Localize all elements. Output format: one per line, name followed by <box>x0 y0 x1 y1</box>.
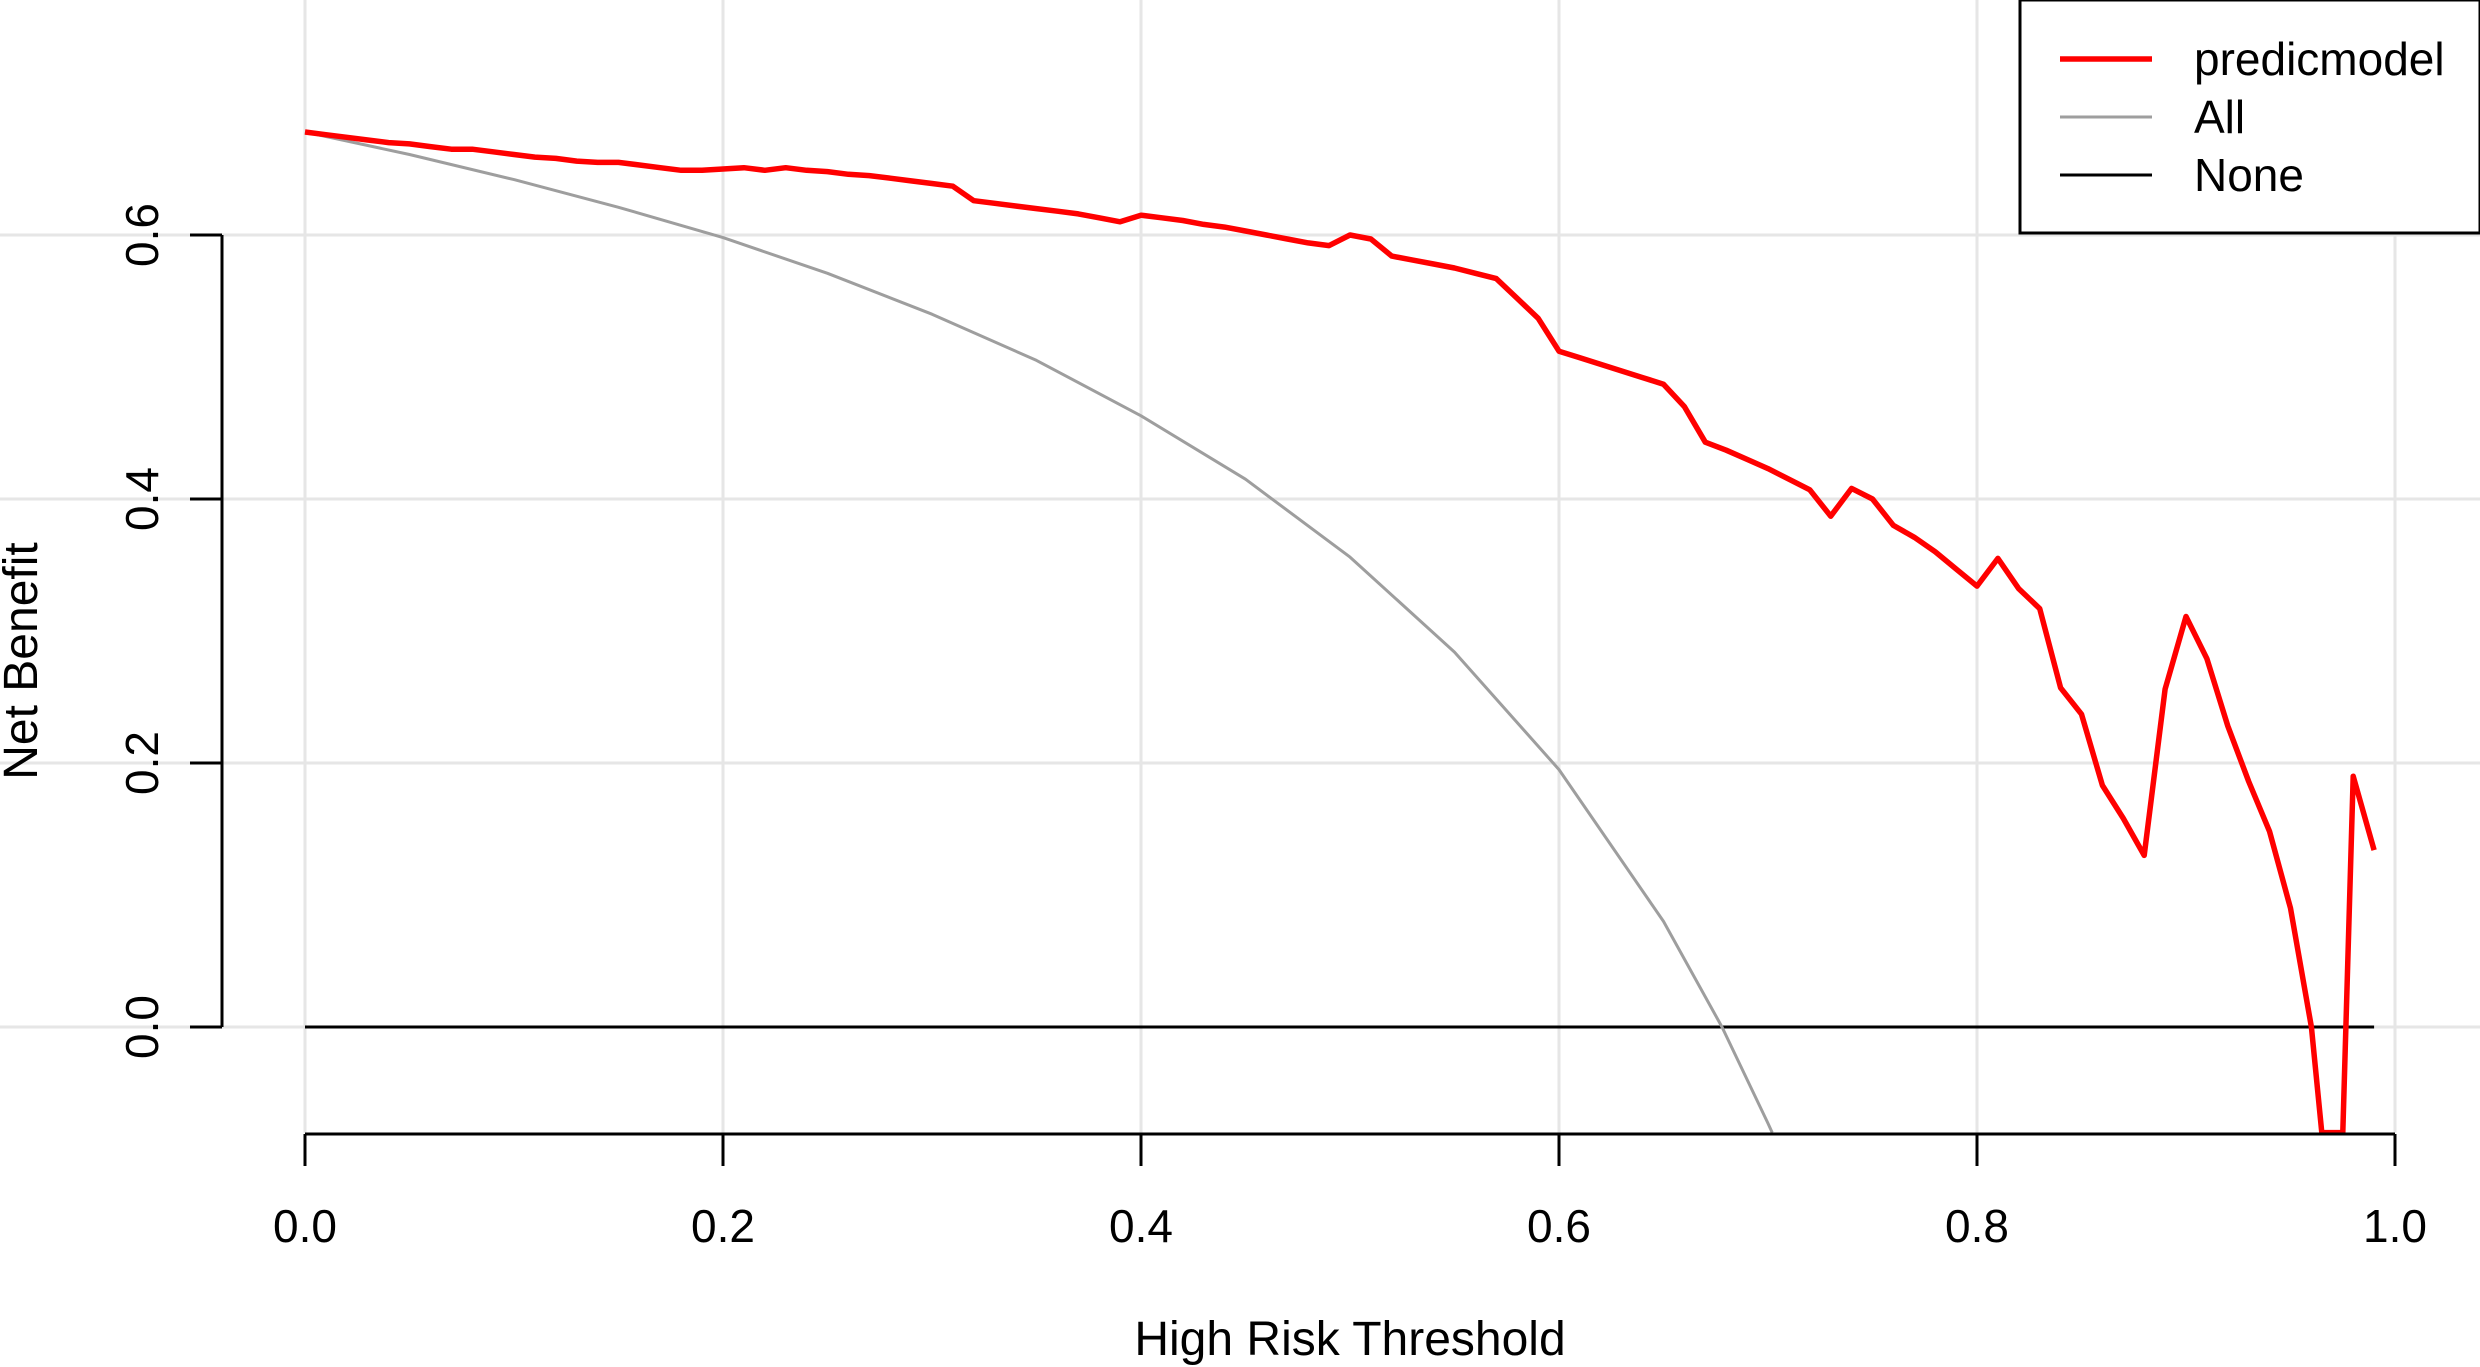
legend-label-all: All <box>2194 91 2245 143</box>
y-axis: 0.0 0.2 0.4 0.6 <box>116 203 224 1059</box>
y-axis-title: Net Benefit <box>0 542 48 779</box>
series-lines <box>304 129 2377 1136</box>
series-line-all <box>304 130 1774 1134</box>
x-tick-label: 0.0 <box>273 1200 337 1252</box>
legend: predicmodel All None <box>2018 0 2480 235</box>
legend-label-none: None <box>2194 149 2304 201</box>
y-tick-label: 0.2 <box>116 731 168 795</box>
x-axis-title: High Risk Threshold <box>1134 1313 1565 1366</box>
x-tick-label: 0.8 <box>1945 1200 2009 1252</box>
series-line-predicmodel <box>304 129 2377 1136</box>
x-tick-label: 0.4 <box>1109 1200 1173 1252</box>
x-tick-label: 0.6 <box>1527 1200 1591 1252</box>
x-tick-label: 0.2 <box>691 1200 755 1252</box>
legend-label-predicmodel: predicmodel <box>2194 33 2445 85</box>
y-tick-label: 0.4 <box>116 467 168 531</box>
y-tick-label: 0.0 <box>116 995 168 1059</box>
x-tick-label: 1.0 <box>2363 1200 2427 1252</box>
y-tick-label: 0.6 <box>116 203 168 267</box>
x-axis: 0.0 0.2 0.4 0.6 0.8 1.0 <box>273 1132 2427 1252</box>
